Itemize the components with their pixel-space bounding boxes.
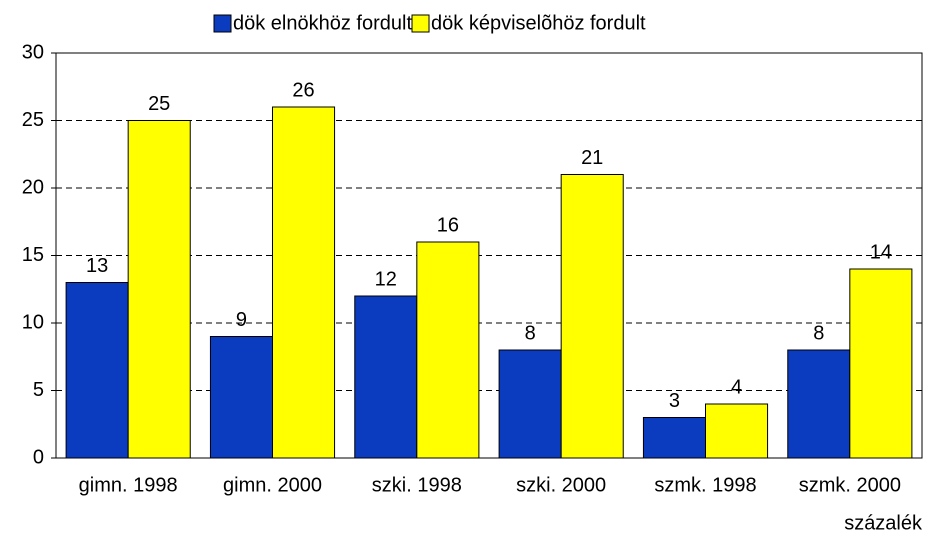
legend-swatch	[411, 14, 430, 33]
data-label: 16	[437, 214, 459, 236]
bar	[65, 282, 129, 459]
data-label: 9	[236, 309, 247, 331]
bar	[642, 417, 706, 459]
x-tick-label: szki. 1998	[372, 474, 462, 496]
x-tick-label: szki. 2000	[516, 474, 606, 496]
x-tick-label: gimn. 1998	[79, 474, 178, 496]
axis-unit-label: százalék	[844, 512, 923, 534]
bar	[416, 241, 480, 459]
data-label: 25	[148, 93, 170, 115]
bar	[272, 106, 336, 459]
y-tick-label: 20	[22, 176, 44, 198]
data-label: 12	[375, 268, 397, 290]
data-label: 8	[813, 322, 824, 344]
data-label: 13	[86, 255, 108, 277]
x-tick-label: szmk. 2000	[799, 474, 901, 496]
y-tick-label: 5	[33, 379, 44, 401]
data-label: 21	[581, 147, 603, 169]
legend-label: dök képviselõhöz fordult	[431, 12, 646, 34]
legend-label: dök elnökhöz fordult	[233, 12, 412, 34]
bar	[787, 349, 851, 459]
plot-border	[55, 52, 923, 459]
y-tick-label: 10	[22, 311, 44, 333]
bar	[560, 174, 624, 459]
data-label: 4	[731, 376, 742, 398]
bar	[354, 295, 418, 459]
x-tick-label: gimn. 2000	[223, 474, 322, 496]
bar	[127, 120, 191, 459]
y-tick-label: 30	[22, 41, 44, 63]
bar	[209, 336, 273, 459]
data-label: 14	[870, 241, 892, 263]
data-label: 3	[669, 390, 680, 412]
y-tick-label: 0	[33, 446, 44, 468]
bar	[498, 349, 562, 459]
y-tick-label: 25	[22, 109, 44, 131]
bar	[705, 403, 769, 459]
data-label: 26	[292, 79, 314, 101]
bar	[849, 268, 913, 459]
legend-swatch	[213, 14, 232, 33]
x-tick-label: szmk. 1998	[654, 474, 756, 496]
data-label: 8	[525, 322, 536, 344]
y-tick-label: 15	[22, 244, 44, 266]
